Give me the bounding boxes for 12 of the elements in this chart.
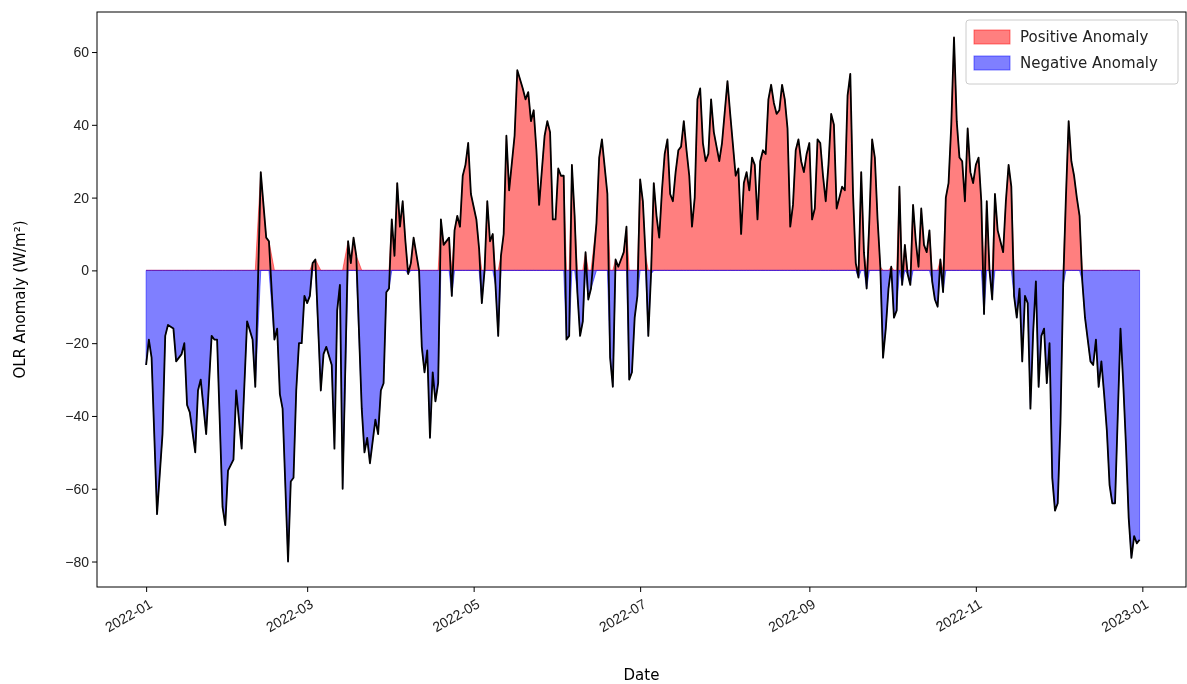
y-tick-label: −60 [65,480,90,497]
x-axis-title: Date [623,666,660,684]
y-tick-label: 0 [81,262,90,279]
y-tick-label: 20 [73,189,90,206]
y-tick-label: 60 [73,44,90,61]
y-tick-label: −40 [65,407,90,424]
legend-label: Positive Anomaly [1020,28,1149,46]
y-tick-label: 40 [73,116,90,133]
legend-label: Negative Anomaly [1020,54,1158,72]
y-tick-label: −20 [65,335,90,352]
y-tick-label: −80 [65,553,90,570]
y-axis-title: OLR Anomaly (W/m²) [11,220,29,379]
